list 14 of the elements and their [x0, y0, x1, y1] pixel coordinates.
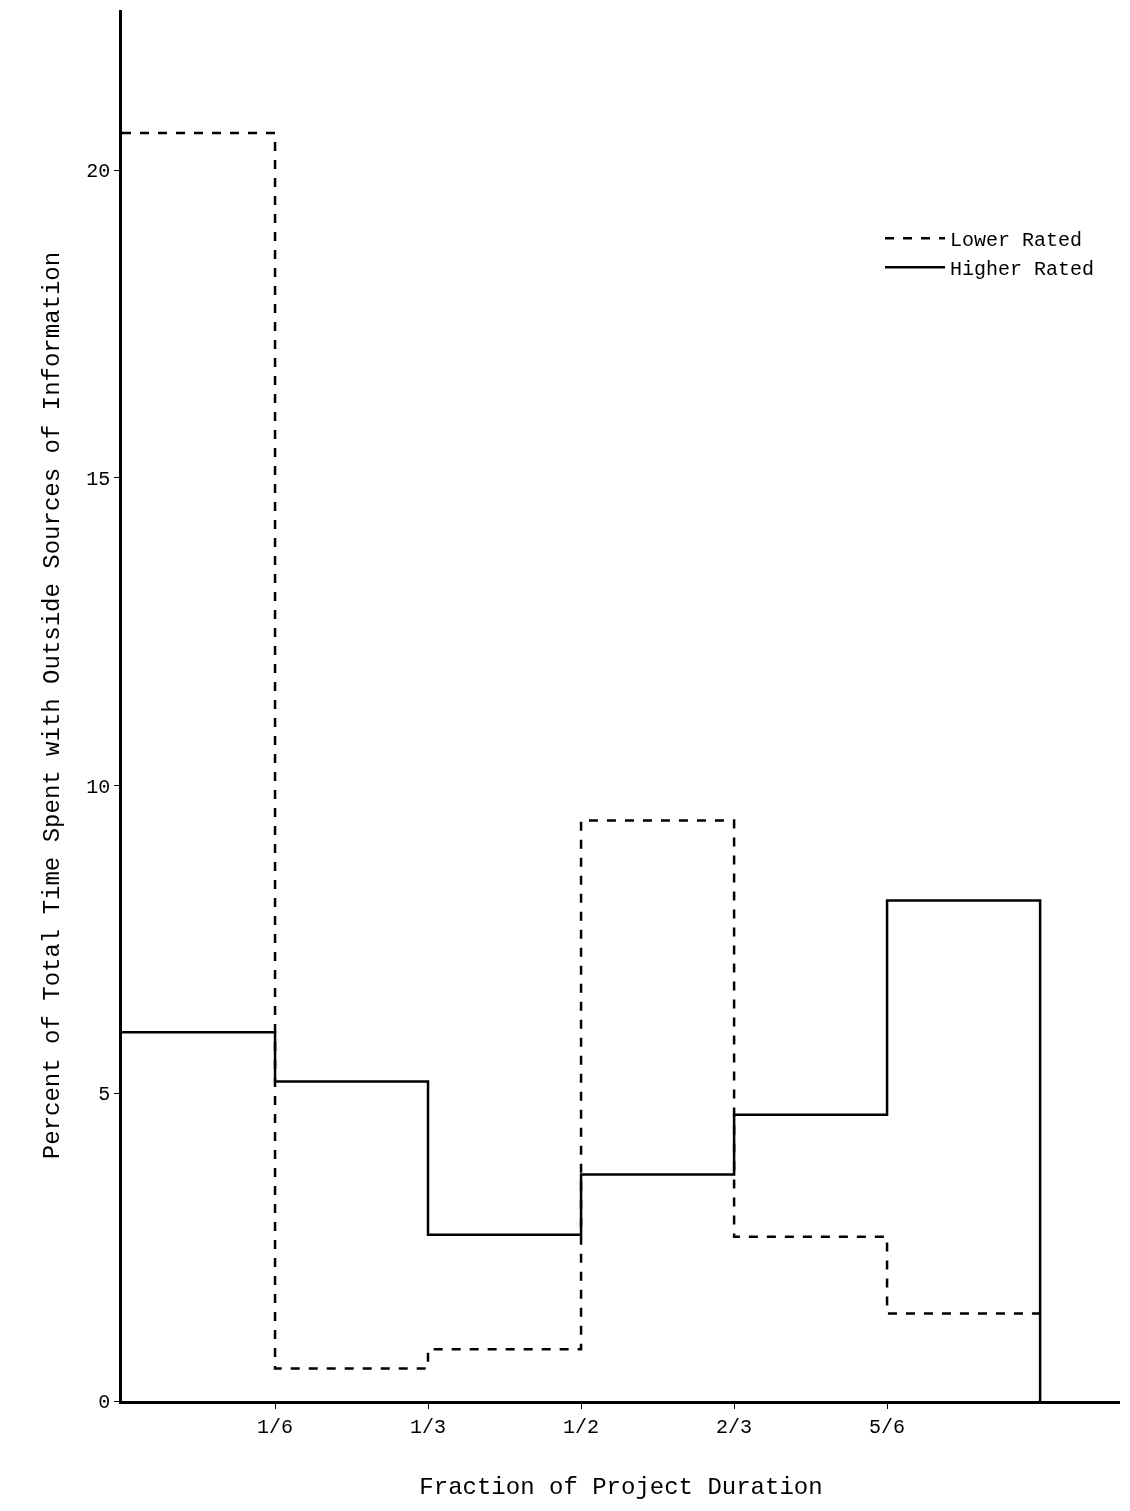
y-axis-title: Percent of Total Time Spent with Outside Sources of Information: [39, 251, 67, 1160]
y-tick-label: 15: [86, 467, 111, 491]
x-axis-title: Fraction of Project Duration: [419, 1474, 823, 1502]
x-tick-label: 2/3: [716, 1415, 753, 1439]
y-tick-label: 20: [86, 160, 111, 184]
legend-label: Lower Rated: [950, 228, 1083, 252]
x-tick-label: 1/3: [410, 1415, 447, 1439]
y-tick-label: 5: [98, 1083, 111, 1107]
legend-label: Higher Rated: [950, 257, 1095, 281]
x-tick-label: 5/6: [869, 1415, 906, 1439]
x-tick-label: 1/2: [563, 1415, 600, 1439]
y-tick-label: 10: [86, 775, 111, 799]
x-tick-label: 1/6: [257, 1415, 294, 1439]
y-tick-label: 0: [98, 1391, 111, 1414]
